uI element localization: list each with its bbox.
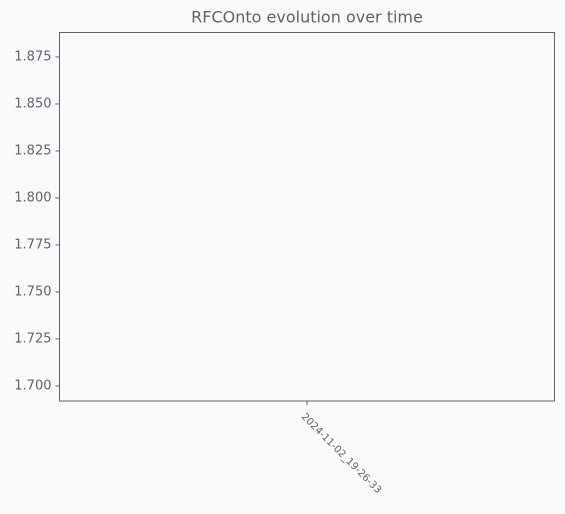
y-tick-label: 1.775 [14, 237, 51, 252]
y-tick-label: 1.800 [14, 190, 51, 205]
y-tick-label: 1.850 [14, 96, 51, 111]
y-tick-label: 1.825 [14, 143, 51, 158]
y-tick-label: 1.725 [14, 331, 51, 346]
y-tick-label: 1.750 [14, 284, 51, 299]
y-tick-label: 1.700 [14, 378, 51, 393]
chart-title: RFCOnto evolution over time [191, 8, 423, 27]
y-tick-label: 1.875 [14, 49, 51, 64]
